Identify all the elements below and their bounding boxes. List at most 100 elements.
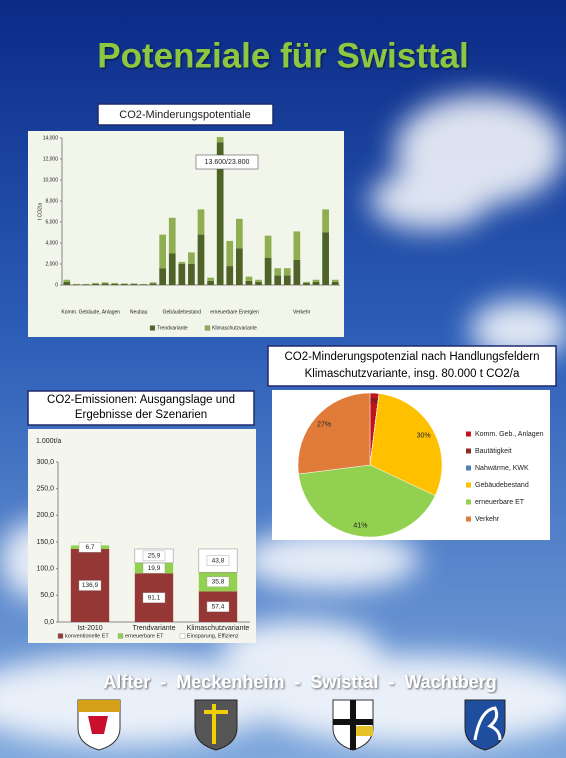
- bar-segment: [255, 279, 262, 282]
- chart-title: CO2-Minderungspotentiale: [119, 109, 250, 121]
- bar-segment: [312, 281, 320, 285]
- y-tick-label: 10,000: [43, 177, 59, 183]
- bar-segment: [178, 261, 186, 264]
- bar-segment: [101, 283, 109, 285]
- bar-segment: [235, 248, 243, 285]
- pie-slice: [369, 393, 443, 496]
- bar-segment: [331, 281, 339, 285]
- chart-title-box: [27, 390, 255, 426]
- bar-segment: [226, 266, 234, 285]
- bar-segment: [283, 268, 291, 276]
- y-tick-label: 100,0: [36, 566, 54, 573]
- bar-segment: [226, 240, 234, 267]
- y-tick-label: 6,000: [45, 219, 58, 225]
- value-label: 25,9: [148, 553, 161, 560]
- bar-segment: [216, 137, 224, 143]
- coat-of-arms-meckenheim: [194, 699, 238, 751]
- chart-panel: [28, 131, 344, 337]
- bar-segment: [168, 253, 176, 285]
- bar-segment: [63, 281, 71, 285]
- y-tick-label: 150,0: [36, 539, 54, 546]
- bar-segment: [149, 282, 157, 284]
- legend-swatch: [466, 499, 471, 505]
- bar-segment: [188, 252, 195, 264]
- legend-label: Verkehr: [475, 516, 500, 523]
- value-label: 19,9: [148, 565, 161, 572]
- bar-segment: [120, 283, 128, 285]
- group-label: Neubau: [130, 309, 148, 315]
- bar-segment: [207, 277, 214, 281]
- y-tick-label: 50,0: [40, 592, 54, 599]
- group-label: Verkehr: [293, 309, 311, 315]
- bar-segment: [82, 284, 90, 285]
- bar-segment: [140, 284, 147, 285]
- bar-segment: [264, 257, 272, 285]
- bar-segment: [73, 284, 80, 285]
- pie-slice: [297, 392, 371, 475]
- bar-segment: [101, 282, 109, 284]
- bar-segment: [120, 283, 128, 284]
- legend-label: konventionelle ET: [65, 633, 109, 639]
- legend-label: erneuerbare ET: [475, 499, 525, 506]
- value-label: 136,9: [82, 582, 99, 589]
- value-label-box: [206, 555, 230, 566]
- chart-title-box: [267, 345, 557, 387]
- legend-label: Einsparung, Effizienz: [187, 633, 239, 639]
- value-label: 57,4: [212, 603, 225, 610]
- legend-label: Nahwärme, KWK: [475, 465, 529, 472]
- legend-swatch: [466, 516, 471, 522]
- legend-swatch: [466, 431, 471, 437]
- y-tick-label: 14,000: [43, 135, 59, 141]
- chart-title: CO2-Minderungspotenzial nach Handlungsfe…: [284, 351, 540, 380]
- bar-segment: [188, 264, 195, 285]
- value-label-box: [142, 562, 166, 574]
- value-label-box: [206, 576, 230, 588]
- bar-segment: [293, 231, 301, 260]
- value-label: 30%: [417, 432, 431, 439]
- y-tick-label: 4,000: [45, 240, 58, 246]
- bar-segment: [264, 235, 272, 258]
- bar-segment: [207, 280, 214, 285]
- value-label: 35,8: [212, 579, 225, 586]
- poster-title: Potenziale für Swisttal: [97, 36, 468, 75]
- bar-segment: [111, 283, 119, 285]
- legend-swatch: [149, 325, 156, 331]
- x-tick-label: Klimaschutzvariante: [187, 625, 250, 632]
- coat-of-arms-wachtberg: [464, 699, 506, 751]
- coat-of-arms-alfter: [77, 699, 121, 751]
- annotation: 13.600/23.800: [205, 159, 250, 166]
- legend-label: erneuerbare ET: [125, 633, 164, 639]
- bar-segment: [312, 279, 320, 282]
- bar-segment: [303, 281, 310, 283]
- bar-segment: [82, 283, 90, 285]
- y-tick-label: 0,0: [44, 619, 54, 626]
- legend-label: Klimaschutzvariante: [212, 325, 257, 331]
- legend-label: Trendvariante: [157, 325, 188, 331]
- y-tick-label: 2,000: [45, 261, 58, 267]
- y-tick-label: 300,0: [36, 459, 54, 466]
- value-label-box: [142, 592, 166, 603]
- bar-segment: [197, 234, 205, 285]
- legend-swatch: [57, 633, 64, 639]
- footer-towns: Alfter - Meckenheim - Swisttal - Wachtbe…: [103, 672, 496, 692]
- bar-segment: [331, 279, 339, 282]
- legend-label: Komm. Geb., Anlagen: [475, 431, 544, 438]
- bar-segment: [322, 232, 329, 285]
- legend-swatch: [466, 482, 471, 488]
- bar-segment: [274, 275, 282, 285]
- bar-segment: [111, 282, 119, 284]
- bar-segment: [303, 282, 310, 285]
- bar-segment: [168, 217, 176, 254]
- bar-segment: [283, 275, 291, 285]
- bar-segment: [159, 234, 167, 269]
- y-tick-label: 200,0: [36, 512, 54, 519]
- bar-segment: [274, 268, 282, 276]
- value-label: 2%: [369, 399, 379, 406]
- bar-segment: [130, 283, 138, 284]
- x-tick-label: Ist-2010: [77, 625, 102, 632]
- legend-swatch: [466, 465, 471, 471]
- bar-segment: [178, 264, 186, 285]
- legend-swatch: [179, 633, 186, 639]
- coat-of-arms-swisttal: [332, 699, 374, 751]
- value-label: 43,8: [212, 557, 225, 564]
